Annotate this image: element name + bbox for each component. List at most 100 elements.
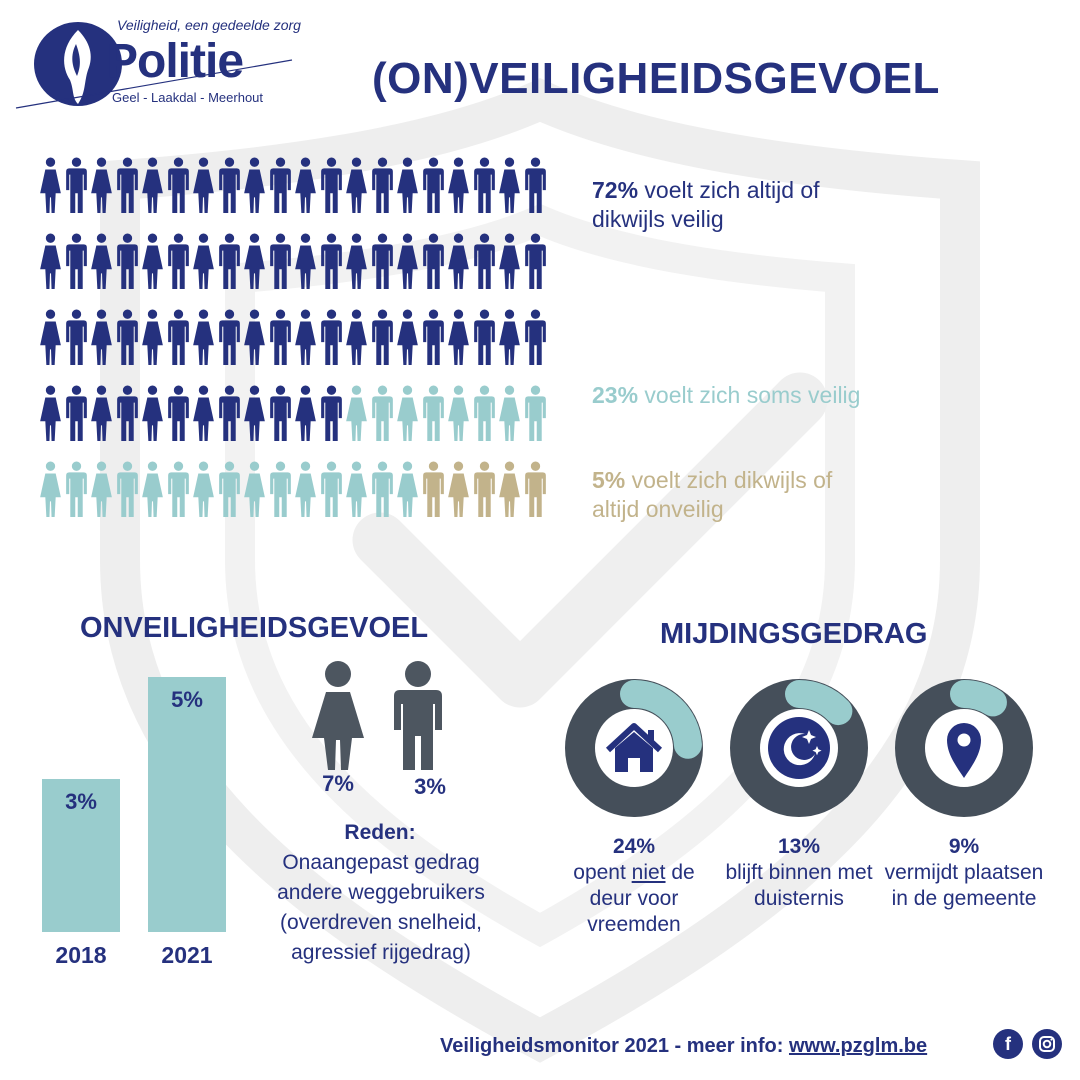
person-icon-safe [320,233,342,289]
person-icon-sometimes [448,385,469,441]
avoidance-arc [896,680,1032,816]
person-icon-safe [193,385,214,441]
person-icon-sometimes [473,385,495,441]
stat-unsafe: 5% voelt zich dikwijls of altijd onveili… [592,466,862,524]
person-icon-safe [269,385,291,441]
person-icon-sometimes [397,461,418,517]
logo-tagline: Veiligheid, een gedeelde zorg [117,17,301,33]
person-icon-sometimes [295,461,316,517]
person-icon-safe [397,157,418,213]
stat-sometimes: 23% voelt zich soms veilig [592,381,862,410]
person-icon-safe [448,233,469,289]
footer-link[interactable]: www.pzglm.be [788,1035,928,1057]
person-icon-safe [346,157,367,213]
person-icon-safe [295,385,316,441]
person-icon-safe [320,157,342,213]
logo-wordmark: Politie [106,35,244,88]
person-icon-sometimes [346,385,367,441]
person-icon-safe [371,157,393,213]
person-icon-safe [167,233,189,289]
person-icon-safe [473,309,495,365]
person-icon-safe [499,233,520,289]
footer-text: Veiligheidsmonitor 2021 - meer info: [440,1035,789,1057]
person-icon-safe [448,157,469,213]
person-icon-safe [244,385,265,441]
person-icon-safe [473,233,495,289]
person-icon-safe [116,309,138,365]
male-icon [394,661,442,770]
person-icon-safe [218,157,240,213]
person-icon-safe [40,157,61,213]
bar-value-label: 3% [65,789,97,814]
person-icon-safe [524,157,546,213]
person-icon-sometimes [524,385,546,441]
person-icon-safe [167,309,189,365]
person-icon-sometimes [40,461,61,517]
avoidance-arc [566,680,702,816]
mijding-title: MIJDINGSGEDRAG [660,618,928,650]
person-icon-safe [269,309,291,365]
person-icon-safe [116,385,138,441]
person-icon-safe [320,385,342,441]
person-icon-safe [91,385,112,441]
person-icon-safe [91,309,112,365]
person-icon-safe [142,233,163,289]
person-icon-safe [397,233,418,289]
avoidance-label: 13% blijft binnen met duisternis [719,834,879,912]
person-icon-safe [346,233,367,289]
person-icon-sometimes [499,385,520,441]
person-icon-safe [524,233,546,289]
person-icon-safe [346,309,367,365]
person-icon-sometimes [320,461,342,517]
year-label: 2021 [161,942,213,968]
person-icon-safe [524,309,546,365]
person-icon-safe [65,309,87,365]
bar-value-label: 5% [171,687,203,712]
person-icon-sometimes [269,461,291,517]
year-label: 2018 [55,942,107,968]
person-icon-sometimes [371,385,393,441]
avoidance-emphasis: niet [631,861,666,884]
person-icon-safe [116,233,138,289]
person-icon-unsafe [524,461,546,517]
person-icon-sometimes [346,461,367,517]
person-icon-safe [295,309,316,365]
female-icon [312,661,364,770]
person-icon-unsafe [499,461,520,517]
person-icon-safe [295,233,316,289]
avoidance-pct: 13% [777,835,821,858]
person-icon-sometimes [218,461,240,517]
stat-sometimes-pct: 23% [592,382,639,408]
person-icon-sometimes [116,461,138,517]
person-icon-safe [116,157,138,213]
person-icon-safe [65,157,87,213]
stat-safe: 72% voelt zich altijd of dikwijls veilig [592,176,862,234]
stat-unsafe-text: voelt zich dikwijls of altijd onveilig [592,467,833,522]
person-icon-safe [295,157,316,213]
person-icon-safe [65,385,87,441]
person-icon-safe [422,309,444,365]
avoidance-label: 24% opent niet de deur voor vreemden [554,834,714,938]
stat-safe-pct: 72% [592,177,639,203]
facebook-icon[interactable]: f [993,1029,1023,1059]
male-pct: 3% [414,774,446,799]
person-icon-unsafe [473,461,495,517]
page-title: (ON)VEILIGHEIDSGEVOEL [372,54,940,103]
person-icon-safe [91,233,112,289]
moon-stars-icon [768,717,830,779]
person-icon-unsafe [422,461,444,517]
person-icon-safe [65,233,87,289]
onveilig-title: ONVEILIGHEIDSGEVOEL [80,612,429,644]
person-icon-safe [371,309,393,365]
instagram-icon[interactable] [1032,1029,1062,1059]
person-icon-safe [499,309,520,365]
avoidance-arc [731,680,867,816]
person-icon-sometimes [91,461,112,517]
person-icon-sometimes [244,461,265,517]
reason-text: Onaangepast gedrag andere weggebruikers … [277,851,485,964]
stat-safe-text: voelt zich altijd of dikwijls veilig [592,177,820,232]
logo-zone: Geel - Laakdal - Meerhout [112,90,264,105]
person-icon-safe [422,157,444,213]
person-icon-safe [193,309,214,365]
person-icon-safe [371,233,393,289]
